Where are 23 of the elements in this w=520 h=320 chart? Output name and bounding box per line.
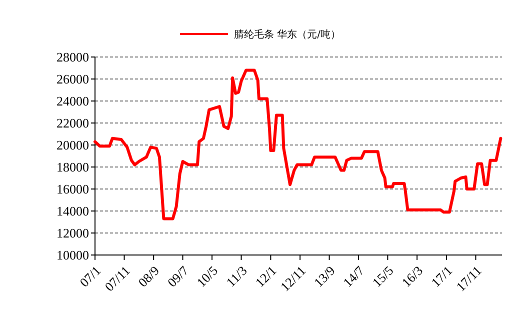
y-tick-label: 22000 [56, 116, 89, 131]
y-tick-label: 26000 [56, 72, 89, 87]
y-tick-label: 12000 [56, 226, 89, 241]
x-tick-label: 14/7 [340, 262, 368, 290]
y-tick-label: 16000 [56, 182, 89, 197]
x-tick-label: 17/1 [428, 262, 456, 290]
legend-label: 腈纶毛条 华东（元/吨） [234, 28, 341, 40]
y-tick-label: 20000 [56, 138, 89, 153]
x-tick-label: 16/3 [398, 262, 426, 290]
y-tick-label: 10000 [56, 248, 89, 263]
y-tick-label: 18000 [56, 160, 89, 175]
x-tick-label: 13/9 [310, 262, 338, 290]
x-tick-label: 12/1 [252, 262, 280, 290]
y-tick-label: 24000 [56, 94, 89, 109]
x-tick-label: 10/5 [194, 262, 221, 290]
x-tick-label: 07/1 [76, 262, 104, 290]
line-series [94, 68, 502, 220]
y-tick-label: 14000 [56, 204, 89, 219]
x-tick-label: 09/7 [164, 262, 192, 290]
y-tick-label: 28000 [56, 50, 89, 65]
x-tick-label: 11/3 [223, 262, 250, 290]
x-tick-label: 08/9 [135, 262, 162, 290]
x-tick-label: 15/5 [369, 262, 396, 290]
